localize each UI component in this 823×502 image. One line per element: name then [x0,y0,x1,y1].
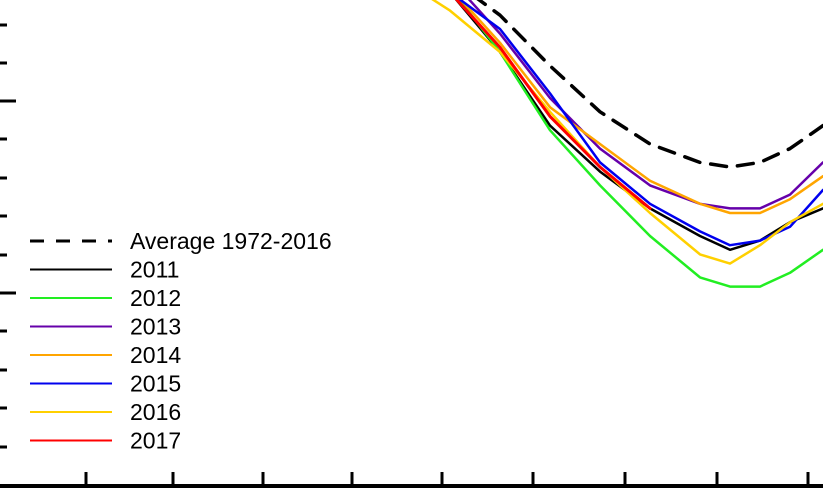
series-line-2017 [455,0,652,210]
axes [0,23,823,488]
legend-label: 2012 [130,285,181,311]
series-line-2012 [458,0,823,288]
legend-label: 2017 [130,428,181,454]
series-line-2016 [431,0,823,265]
legend-label: 2016 [130,399,181,425]
series-layer [431,0,823,288]
legend-label: 2014 [130,342,181,368]
series-line-average-1972-2016 [476,0,823,169]
legend-label: 2015 [130,371,181,397]
legend: Average 1972-201620112012201320142015201… [30,228,332,454]
legend-label: Average 1972-2016 [130,228,332,254]
series-line-2014 [459,0,823,215]
legend-label: 2013 [130,314,181,340]
legend-label: 2011 [130,257,179,283]
